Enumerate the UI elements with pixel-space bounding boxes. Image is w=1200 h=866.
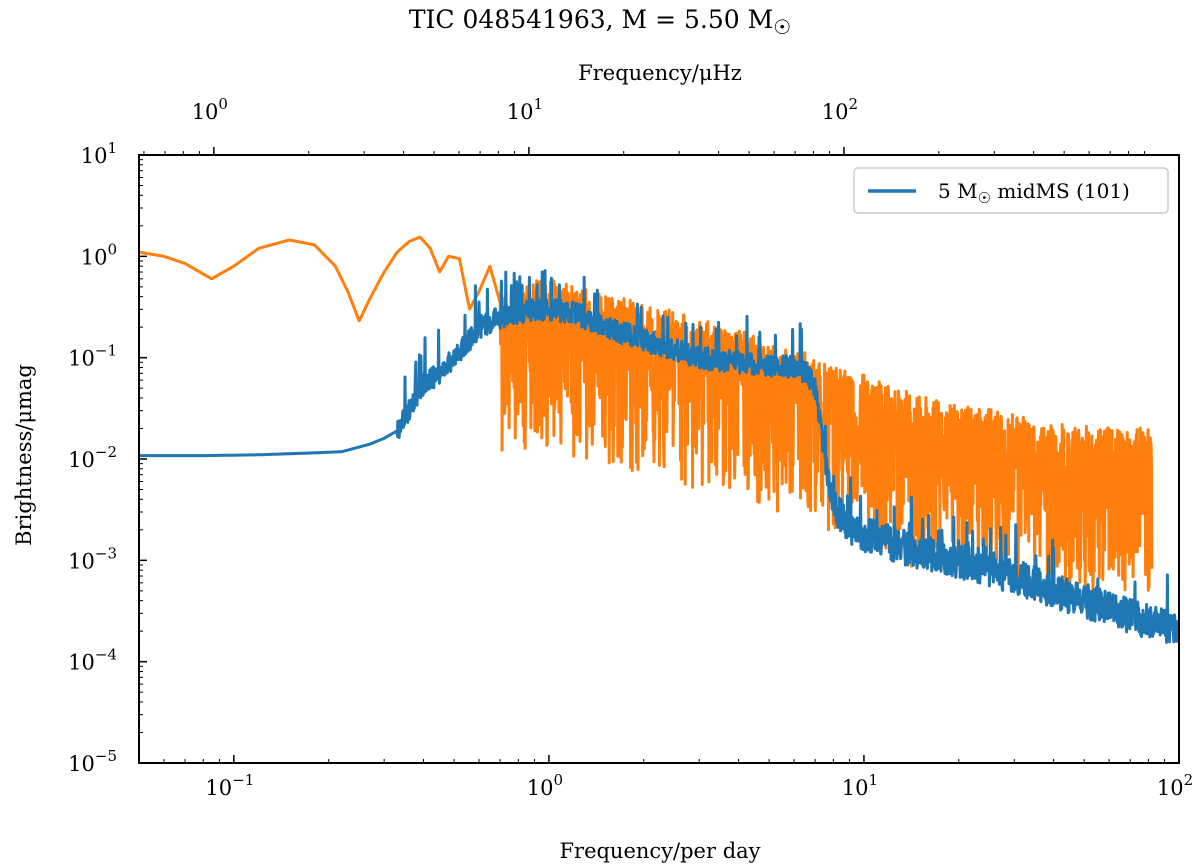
y-tick-label: 10−2 — [68, 443, 117, 472]
y-tick-label: 10−3 — [68, 544, 117, 573]
y-tick-label: 100 — [81, 240, 117, 269]
top-tick-label: 102 — [822, 95, 858, 124]
x-tick-label: 101 — [842, 771, 878, 800]
legend: 5 M☉ midMS (101) — [853, 167, 1169, 214]
top-tick-label: 101 — [507, 95, 543, 124]
series-line-0 — [139, 269, 1179, 644]
x-tick-label: 10−1 — [205, 771, 254, 800]
x-tick-label: 100 — [527, 771, 563, 800]
top-axis-label: Frequency/μHz — [578, 61, 742, 85]
ticks-layer: 10−1 100 101 102 10−5 10−4 10−3 10−2 10−1 100 101 1… — [68, 95, 1193, 800]
y-tick-label: 10−4 — [68, 646, 117, 675]
y-tick-label: 10−5 — [68, 747, 117, 776]
sun-symbol: ☉ — [773, 15, 791, 39]
y-tick-label: 101 — [81, 139, 117, 168]
legend-label: 5 M☉ midMS (101) — [938, 179, 1130, 207]
top-tick-label: 100 — [192, 95, 228, 124]
x-axis-label: Frequency/per day — [559, 839, 760, 863]
y-tick-label: 10−1 — [68, 342, 117, 371]
y-axis-label: Brightness/μmag — [12, 364, 36, 546]
legend-box — [853, 167, 1169, 214]
chart-title: TIC 048541963, M = 5.50 M☉ — [409, 5, 791, 39]
series-layer — [139, 235, 1179, 644]
axes-frame — [138, 154, 1180, 764]
x-tick-label: 102 — [1157, 771, 1193, 800]
